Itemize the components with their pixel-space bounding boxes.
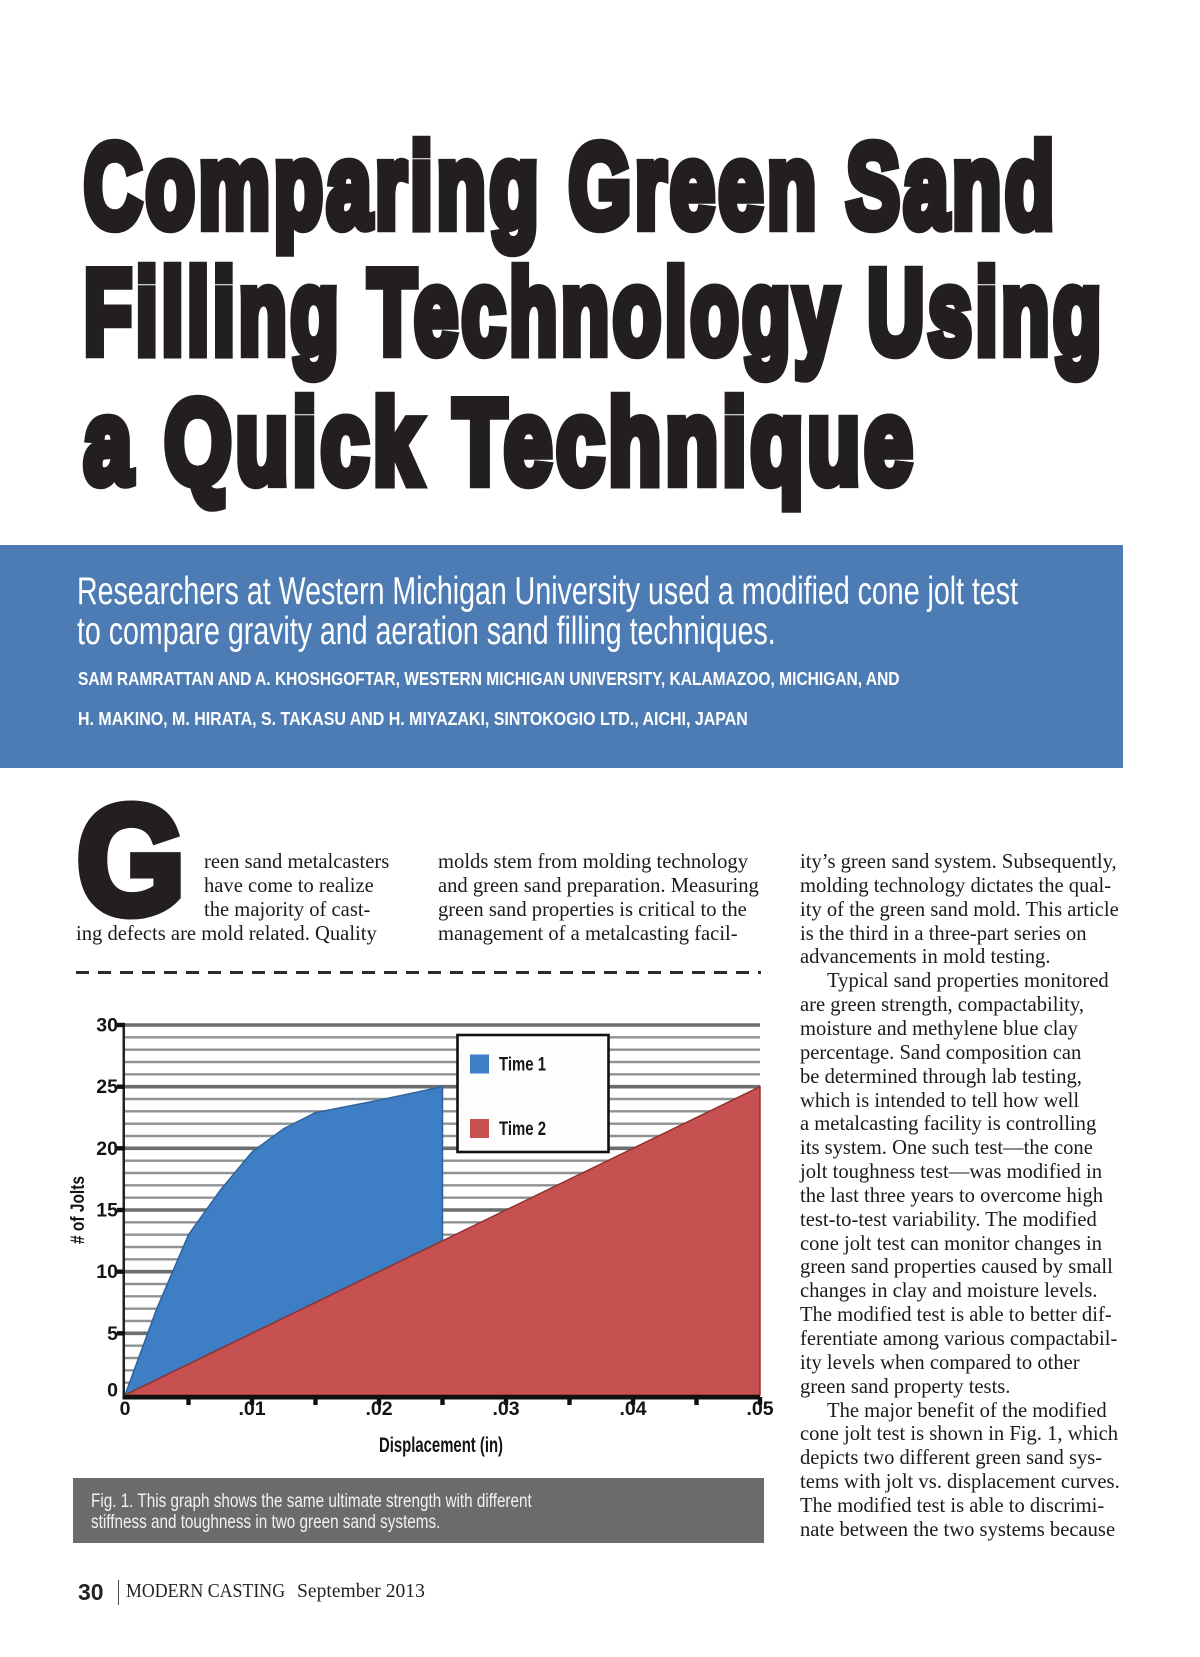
svg-text:.04: .04 (619, 1398, 646, 1420)
svg-text:.03: .03 (492, 1398, 519, 1420)
svg-text:.02: .02 (365, 1398, 392, 1420)
svg-text:30: 30 (96, 1015, 118, 1037)
svg-text:Time 1: Time 1 (499, 1054, 546, 1076)
svg-text:25: 25 (96, 1076, 118, 1098)
svg-text:Time 2: Time 2 (499, 1118, 546, 1140)
svg-text:0: 0 (107, 1380, 118, 1402)
svg-text:# of Jolts: # of Jolts (67, 1176, 89, 1244)
svg-text:0: 0 (120, 1398, 131, 1420)
svg-text:.01: .01 (238, 1398, 265, 1420)
svg-text:15: 15 (96, 1200, 118, 1222)
svg-text:.05: .05 (746, 1398, 773, 1420)
svg-text:10: 10 (96, 1261, 118, 1283)
svg-text:Displacement (in): Displacement (in) (379, 1434, 503, 1457)
svg-text:20: 20 (96, 1138, 118, 1160)
svg-text:5: 5 (107, 1323, 118, 1345)
